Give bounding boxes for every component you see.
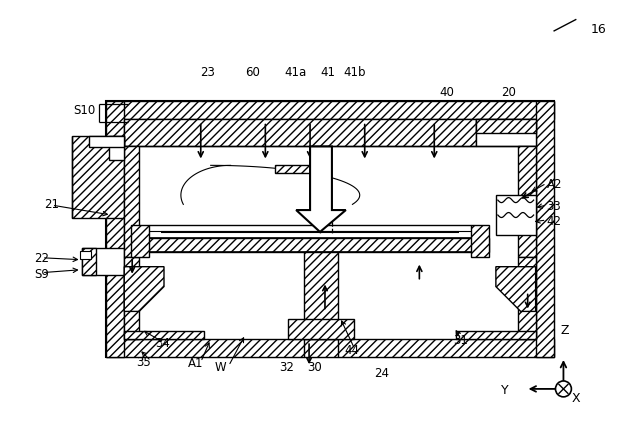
Bar [124,331,204,339]
Text: 41: 41 [321,66,335,79]
Bar [72,135,124,218]
Bar [456,331,536,339]
Bar [518,146,536,257]
Bar [90,135,124,147]
Text: 20: 20 [501,86,516,99]
Text: 33: 33 [547,200,561,213]
Text: 40: 40 [440,86,454,99]
Bar [106,339,554,357]
Bar [106,101,124,357]
Text: 41a: 41a [284,66,307,79]
Text: S9: S9 [34,268,49,281]
Text: 41b: 41b [344,66,366,79]
Text: 22: 22 [34,252,49,265]
Text: 30: 30 [308,361,323,374]
Text: 32: 32 [279,361,294,374]
Bar [131,238,489,252]
Text: 34: 34 [156,337,170,350]
Bar [106,101,554,357]
Polygon shape [124,267,164,312]
Text: 23: 23 [200,66,215,79]
Text: Z: Z [560,324,569,337]
Bar [109,135,124,160]
Bar [288,319,354,339]
Bar [518,257,536,339]
Bar [79,251,92,259]
Polygon shape [296,146,346,232]
Bar [476,118,536,132]
Bar [81,248,97,274]
Text: A1: A1 [188,357,204,370]
Text: Y: Y [501,385,509,397]
Bar [81,248,124,274]
Text: X: X [572,392,580,406]
Text: 42: 42 [547,215,561,228]
Bar [304,252,338,339]
Text: 24: 24 [374,367,389,380]
Text: 35: 35 [136,356,150,369]
Bar [275,165,330,173]
Text: 16: 16 [590,23,606,36]
Bar [496,195,536,235]
Text: 60: 60 [245,66,260,79]
Bar [476,118,536,146]
Bar [131,225,149,257]
Text: A2: A2 [547,178,562,191]
Bar [124,146,139,257]
Text: W: W [215,361,227,374]
Polygon shape [496,267,536,312]
Text: 31: 31 [454,334,468,347]
Circle shape [556,381,572,397]
Bar [106,101,554,118]
Bar [124,257,139,339]
Bar [124,118,476,146]
Text: 21: 21 [44,198,59,211]
Bar [471,225,489,257]
Text: 44: 44 [344,344,359,357]
Text: S10: S10 [74,104,96,117]
Bar [536,101,554,357]
